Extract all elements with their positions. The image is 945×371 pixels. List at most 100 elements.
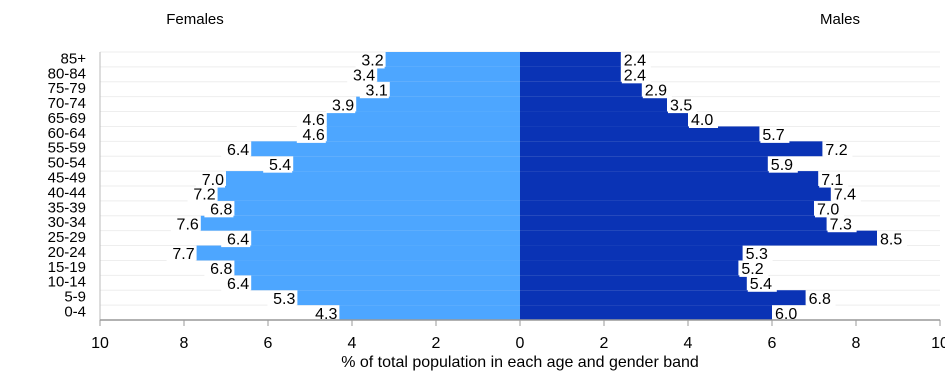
value-label: 6.4 <box>227 276 249 293</box>
value-label: 8.5 <box>880 231 902 248</box>
bar <box>520 275 747 291</box>
category-label: 55-59 <box>48 140 86 157</box>
bar <box>377 66 520 82</box>
category-label: 0-4 <box>64 304 86 321</box>
label-bg <box>827 218 857 233</box>
value-label: 6.4 <box>227 231 249 248</box>
value-label: 3.2 <box>361 53 383 70</box>
bar <box>297 290 520 306</box>
value-label: 6.8 <box>809 291 831 308</box>
value-label: 6.8 <box>210 202 232 219</box>
label-bg <box>819 173 849 188</box>
category-label: 25-29 <box>48 229 86 246</box>
label-bg <box>642 84 672 99</box>
x-tick-label: 6 <box>768 335 777 352</box>
label-bg <box>773 307 802 322</box>
x-tick-label: 2 <box>432 335 441 352</box>
value-label: 6.8 <box>210 261 232 278</box>
label-bg <box>768 158 798 173</box>
value-label: 5.7 <box>762 127 784 144</box>
bar <box>251 141 520 157</box>
label-bg <box>187 188 217 203</box>
bar <box>293 156 520 172</box>
value-label: 3.5 <box>670 97 692 114</box>
value-label: 7.6 <box>177 216 199 233</box>
category-label: 60-64 <box>48 125 86 142</box>
x-tick-label: 4 <box>348 335 357 352</box>
x-tick-label: 6 <box>264 335 273 352</box>
category-label: 45-49 <box>48 170 86 187</box>
label-bg <box>878 233 907 248</box>
value-label: 7.0 <box>202 172 224 189</box>
x-tick-label: 0 <box>516 335 525 352</box>
bar <box>520 200 814 216</box>
label-bg <box>204 203 234 218</box>
bar <box>251 230 520 246</box>
left-title: Females <box>166 11 224 28</box>
x-tick-label: 8 <box>180 335 189 352</box>
label-bg <box>689 114 718 128</box>
label-bg <box>347 69 377 84</box>
x-tick-label: 10 <box>931 335 945 352</box>
category-label: 75-79 <box>48 80 86 97</box>
label-bg <box>296 128 326 143</box>
value-label: 7.3 <box>830 216 852 233</box>
bar <box>520 290 806 306</box>
category-label: 70-74 <box>48 95 86 112</box>
label-bg <box>747 277 777 292</box>
category-label: 80-84 <box>48 65 86 82</box>
value-label: 7.2 <box>825 142 847 159</box>
bar <box>520 171 819 186</box>
value-label: 2.4 <box>624 53 646 70</box>
label-bg <box>355 54 385 69</box>
bar <box>251 275 520 291</box>
category-label: 5-9 <box>64 289 86 306</box>
label-bg <box>823 143 853 158</box>
value-label: 3.1 <box>366 82 388 99</box>
category-label: 50-54 <box>48 155 86 172</box>
value-label: 3.4 <box>353 68 375 85</box>
value-label: 2.4 <box>624 68 646 85</box>
label-bg <box>221 233 251 248</box>
category-label: 85+ <box>61 50 87 67</box>
category-label: 65-69 <box>48 110 86 127</box>
label-bg <box>326 99 356 114</box>
label-bg <box>359 84 389 99</box>
value-label: 5.3 <box>273 291 295 308</box>
value-label: 4.6 <box>303 112 325 129</box>
bar <box>520 186 831 201</box>
label-bg <box>267 292 297 307</box>
value-label: 3.9 <box>332 97 354 114</box>
category-label: 35-39 <box>48 199 86 216</box>
category-label: 20-24 <box>48 244 86 261</box>
label-bg <box>806 292 836 307</box>
bar <box>385 52 520 67</box>
bar <box>217 186 520 201</box>
x-tick-label: 8 <box>852 335 861 352</box>
value-label: 5.9 <box>771 157 793 174</box>
label-bg <box>221 143 251 158</box>
category-label: 40-44 <box>48 184 86 201</box>
bar <box>520 81 642 97</box>
bar <box>389 81 520 97</box>
bar <box>356 96 520 112</box>
value-label: 7.1 <box>821 172 843 189</box>
value-label: 7.2 <box>193 187 215 204</box>
label-bg <box>621 54 651 69</box>
x-tick-label: 2 <box>600 335 609 352</box>
bar <box>520 52 621 67</box>
label-bg <box>196 173 225 188</box>
bar <box>234 200 520 216</box>
right-title: Males <box>820 11 860 28</box>
category-label: 10-14 <box>48 274 86 291</box>
bar <box>520 111 688 127</box>
bar <box>520 305 772 320</box>
label-bg <box>815 203 844 218</box>
label-bg <box>204 262 234 277</box>
bar <box>200 215 521 231</box>
value-label: 4.6 <box>303 127 325 144</box>
label-bg <box>621 69 651 84</box>
bar <box>520 66 621 82</box>
value-label: 5.2 <box>741 261 763 278</box>
